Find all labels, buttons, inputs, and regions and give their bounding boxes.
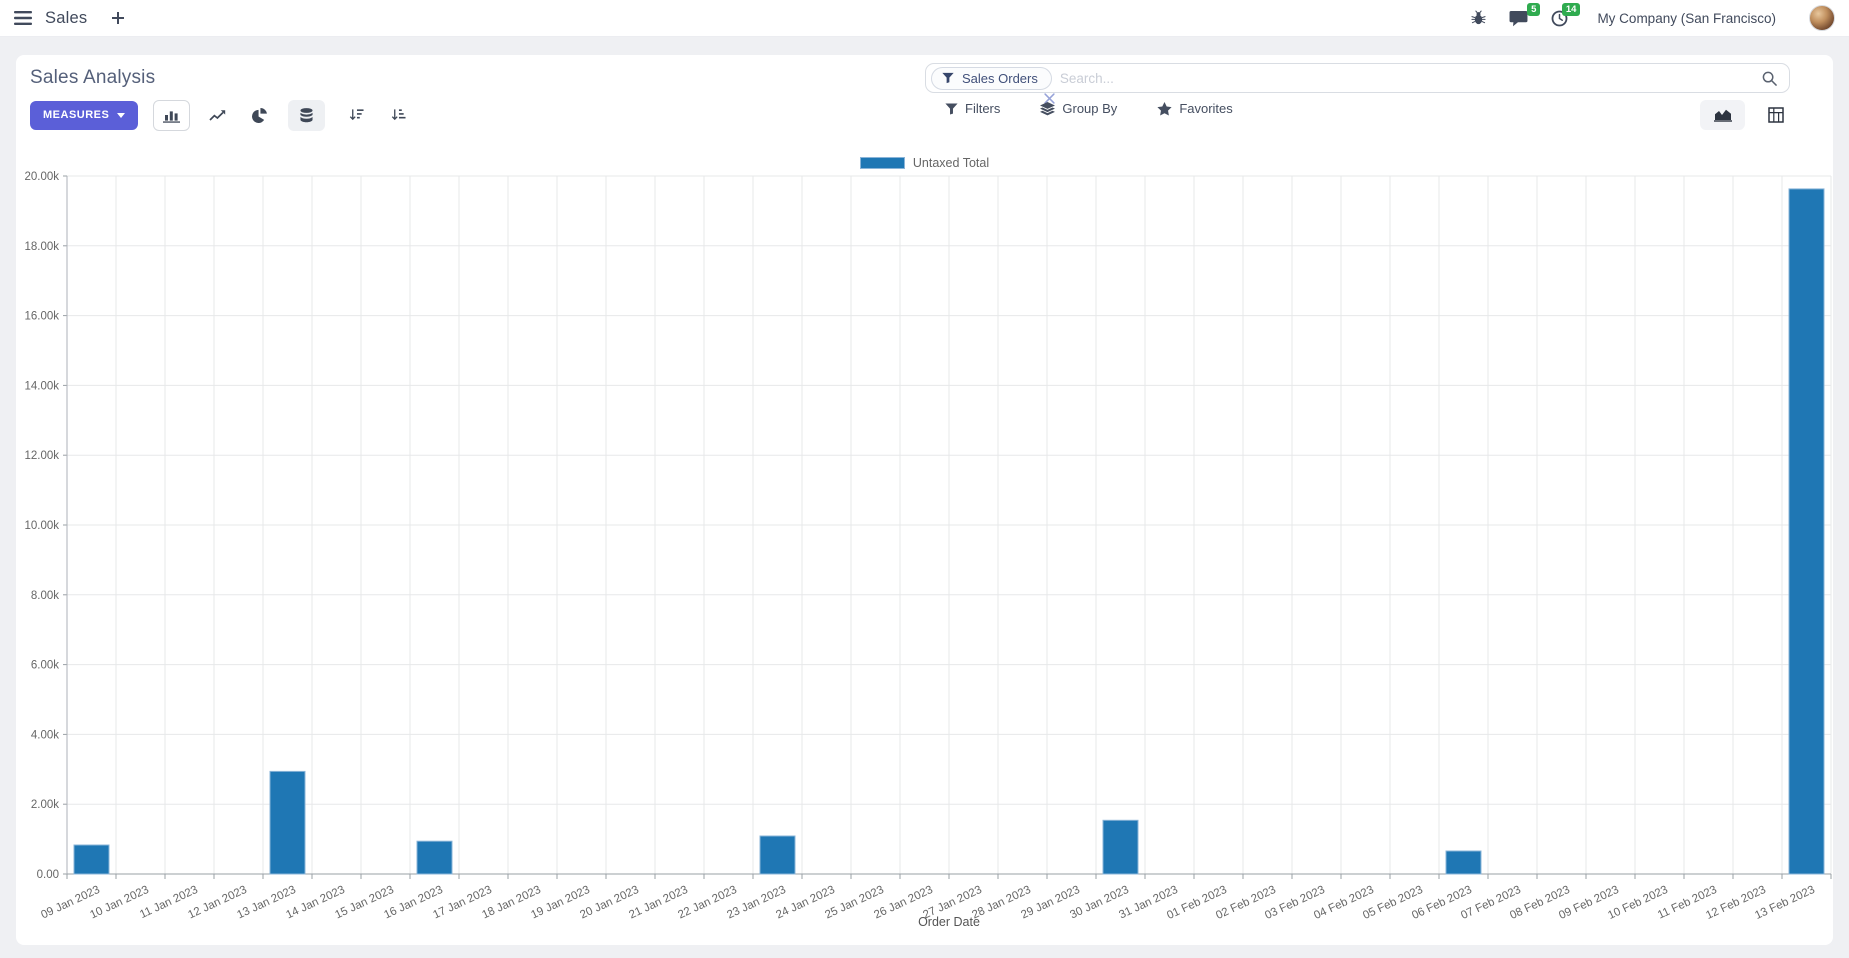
y-axis-label: 8.00k	[31, 590, 59, 602]
database-stack-icon	[300, 107, 313, 123]
legend-label: Untaxed Total	[912, 156, 990, 170]
chart-bar[interactable]	[73, 844, 110, 875]
legend-swatch	[859, 157, 905, 169]
debug-button[interactable]	[1471, 10, 1487, 26]
layers-icon	[1040, 101, 1056, 116]
chat-bubble-icon	[1509, 10, 1528, 27]
stacked-mode-button[interactable]	[288, 99, 326, 131]
line-chart-mode-button[interactable]	[202, 101, 232, 129]
clock-icon	[1551, 10, 1568, 27]
facet-remove-icon[interactable]	[1044, 93, 1055, 104]
pie-chart-mode-button[interactable]	[244, 101, 274, 129]
messages-count-badge: 5	[1527, 2, 1541, 16]
content-panel: Sales Analysis Sales Orders MEA	[16, 55, 1833, 945]
top-navbar: Sales 5 14 My Company (San Francisco)	[0, 0, 1849, 37]
y-axis-label: 18.00k	[24, 241, 59, 253]
chart-bar[interactable]	[1102, 819, 1139, 875]
y-axis-label: 14.00k	[24, 380, 59, 392]
search-input[interactable]	[1051, 70, 1762, 86]
messages-button[interactable]: 5	[1509, 2, 1541, 27]
favorites-button[interactable]: Favorites	[1157, 101, 1233, 116]
group-by-label: Group By	[1062, 101, 1118, 116]
y-axis-label: 12.00k	[24, 450, 59, 462]
chart-bar[interactable]	[1788, 188, 1825, 875]
group-by-button[interactable]: Group By	[1040, 101, 1117, 116]
main-area: Sales Analysis Sales Orders MEA	[0, 37, 1849, 958]
user-avatar[interactable]	[1809, 5, 1835, 31]
sort-ascending-button[interactable]	[383, 101, 413, 129]
page-title: Sales Analysis	[30, 67, 156, 88]
filter-funnel-icon	[942, 72, 954, 84]
filters-funnel-icon	[945, 102, 958, 115]
y-axis-label: 6.00k	[31, 660, 59, 672]
caret-down-icon	[117, 112, 126, 118]
sort-ascending-icon	[391, 108, 406, 122]
control-panel-top-row: Sales Analysis Sales Orders	[16, 63, 1833, 93]
search-icon[interactable]	[1762, 71, 1777, 86]
new-tab-button[interactable]	[112, 12, 125, 24]
hamburger-icon	[14, 11, 32, 25]
sort-descending-button[interactable]	[341, 101, 371, 129]
activities-button[interactable]: 14	[1551, 2, 1581, 27]
y-axis-label: 16.00k	[24, 311, 59, 323]
search-facet-label: Sales Orders	[962, 70, 1038, 86]
control-panel-bottom-row: MEASURES	[16, 99, 1833, 131]
bar-chart-icon	[163, 108, 181, 123]
pivot-view-button[interactable]	[1753, 100, 1798, 130]
bug-icon	[1471, 10, 1487, 26]
bar-chart-mode-button[interactable]	[153, 99, 191, 131]
chart-bar[interactable]	[269, 770, 306, 875]
apps-menu-button[interactable]	[14, 11, 32, 25]
bar-chart: 0.00 2.00k 4.00k 6.00k 8.00k 10.00k 12.00k 14.0…	[24, 171, 1832, 929]
app-name[interactable]: Sales	[45, 8, 88, 27]
filters-label: Filters	[965, 101, 1001, 116]
chart-bar[interactable]	[1445, 850, 1482, 875]
x-axis-title: Order Date	[918, 915, 980, 929]
view-switcher	[1700, 100, 1798, 130]
y-axis-label: 20.00k	[24, 171, 59, 183]
chart-legend[interactable]: Untaxed Total	[16, 135, 1833, 170]
filters-button[interactable]: Filters	[945, 101, 1000, 116]
pie-chart-icon	[251, 107, 267, 123]
measures-button[interactable]: MEASURES	[30, 100, 139, 130]
company-name[interactable]: My Company (San Francisco)	[1597, 10, 1776, 26]
navbar-systray: 5 14 My Company (San Francisco)	[1471, 2, 1835, 31]
chart-bar[interactable]	[759, 835, 796, 875]
sort-descending-icon	[349, 108, 364, 122]
line-chart-icon	[209, 108, 226, 122]
search-facet-sales-orders[interactable]: Sales Orders	[931, 66, 1052, 90]
star-icon	[1157, 101, 1172, 116]
chart-bar[interactable]	[416, 840, 453, 875]
area-chart-icon	[1713, 108, 1732, 122]
y-axis-label: 10.00k	[24, 520, 59, 532]
graph-view-button[interactable]	[1700, 100, 1745, 130]
pivot-table-icon	[1767, 107, 1784, 123]
favorites-label: Favorites	[1179, 101, 1233, 116]
chart-container: Untaxed Total 0.00 2.00k 4.00k 6.00k 8.00k 10…	[16, 135, 1833, 931]
plus-icon	[112, 12, 125, 24]
measures-label: MEASURES	[43, 109, 110, 121]
y-axis-label: 4.00k	[31, 729, 59, 741]
search-bar[interactable]: Sales Orders	[925, 63, 1790, 93]
activities-count-badge: 14	[1561, 2, 1581, 16]
y-axis-label: 0.00	[37, 869, 59, 881]
y-axis-label: 2.00k	[31, 799, 59, 811]
search-options: Filters Group By Favorites	[945, 101, 1233, 116]
